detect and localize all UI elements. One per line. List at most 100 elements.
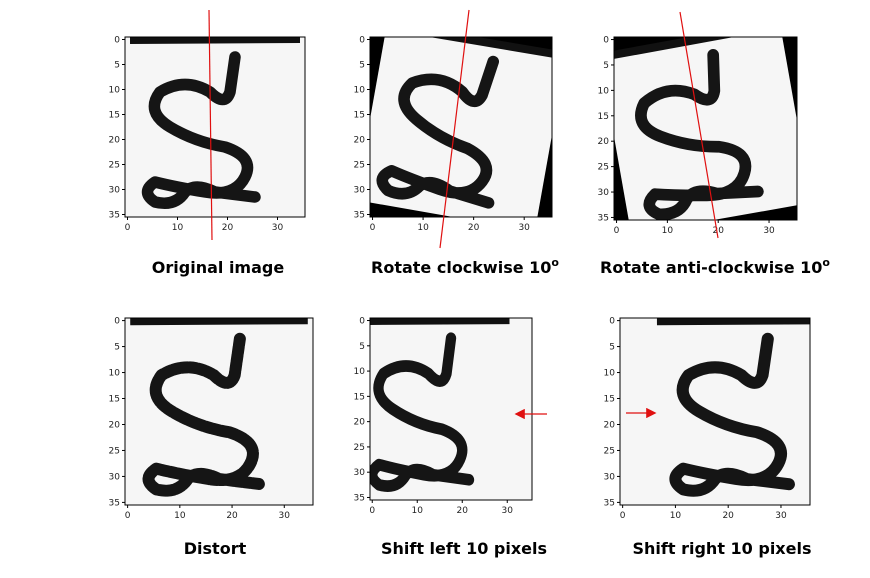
glyph-stroke bbox=[669, 332, 795, 497]
glyph-group bbox=[370, 37, 552, 217]
y-tick-label: 5 bbox=[114, 61, 120, 71]
caption: Shift right 10 pixels bbox=[633, 539, 812, 558]
x-tick-label: 10 bbox=[417, 223, 429, 233]
y-tick-label: 10 bbox=[354, 367, 366, 377]
y-tick-label: 5 bbox=[359, 61, 365, 71]
y-tick-label: 15 bbox=[109, 395, 120, 405]
x-tick-label: 0 bbox=[620, 511, 626, 521]
y-tick-label: 30 bbox=[354, 186, 366, 196]
caption: Original image bbox=[152, 258, 285, 277]
caption: Shift left 10 pixels bbox=[381, 539, 547, 558]
glyph-topbar bbox=[614, 37, 776, 61]
y-tick-label: 0 bbox=[609, 317, 615, 327]
y-tick-label: 25 bbox=[598, 163, 609, 173]
image-frame bbox=[124, 36, 306, 218]
y-tick-label: 0 bbox=[359, 317, 365, 327]
y-tick-label: 5 bbox=[603, 61, 609, 71]
panel: 0 10 20 30 0 5 10 15 20 25 30 35 Shift right 10 pixe… bbox=[604, 317, 812, 558]
image-frame bbox=[369, 317, 533, 501]
y-tick-label: 25 bbox=[604, 446, 615, 456]
glyph-topbar bbox=[129, 37, 301, 44]
glyph-group bbox=[370, 318, 510, 492]
glyph-stroke bbox=[635, 49, 764, 220]
axis-guide bbox=[439, 9, 470, 249]
x-tick-label: 0 bbox=[125, 511, 131, 521]
y-tick-label: 35 bbox=[598, 213, 609, 223]
panel: 0 10 20 30 0 5 10 15 20 25 30 35 Distort bbox=[109, 317, 314, 558]
glyph-group bbox=[656, 318, 810, 497]
image-frame bbox=[619, 317, 811, 506]
panel: 0 10 20 30 0 5 10 15 20 25 30 35 Rotate clockwise 10… bbox=[354, 9, 559, 277]
image bbox=[620, 318, 810, 505]
y-tick-label: 30 bbox=[354, 468, 366, 478]
x-tick-label: 20 bbox=[222, 223, 234, 233]
caption: Distort bbox=[184, 539, 247, 558]
caption-text: Rotate clockwise 10 bbox=[371, 258, 551, 277]
y-tick-label: 25 bbox=[354, 161, 365, 171]
axis-guide bbox=[208, 9, 213, 241]
glyph-stroke bbox=[141, 51, 261, 209]
image bbox=[125, 37, 305, 217]
glyph-topbar bbox=[130, 318, 308, 326]
x-tick-label: 10 bbox=[172, 223, 184, 233]
image-frame bbox=[369, 36, 553, 218]
glyph-topbar bbox=[656, 318, 810, 326]
y-tick-label: 35 bbox=[109, 211, 120, 221]
panel: 0 10 20 30 0 5 10 15 20 25 30 35 Shift left 10 pixel… bbox=[354, 317, 547, 558]
image bbox=[370, 37, 552, 217]
y-tick-label: 30 bbox=[109, 472, 121, 482]
y-tick-label: 20 bbox=[109, 420, 121, 430]
caption: Rotate clockwise 10o bbox=[371, 256, 559, 277]
y-tick-label: 15 bbox=[604, 395, 615, 405]
y-tick-label: 30 bbox=[109, 186, 121, 196]
glyph-stroke bbox=[370, 332, 475, 492]
y-tick-label: 10 bbox=[109, 86, 121, 96]
y-tick-label: 15 bbox=[354, 392, 365, 402]
glyph-topbar bbox=[390, 37, 552, 60]
x-tick-label: 30 bbox=[502, 506, 514, 516]
y-tick-label: 15 bbox=[354, 111, 365, 121]
y-tick-label: 25 bbox=[109, 446, 120, 456]
y-tick-label: 30 bbox=[604, 472, 616, 482]
caption: Rotate anti-clockwise 10o bbox=[600, 256, 830, 277]
y-tick-label: 10 bbox=[354, 86, 366, 96]
x-tick-label: 0 bbox=[614, 226, 620, 236]
caption-text: Distort bbox=[184, 539, 247, 558]
y-tick-label: 25 bbox=[354, 443, 365, 453]
x-tick-label: 30 bbox=[272, 223, 284, 233]
y-tick-label: 35 bbox=[354, 493, 365, 503]
x-tick-label: 20 bbox=[226, 511, 238, 521]
y-tick-label: 20 bbox=[354, 136, 366, 146]
y-tick-label: 35 bbox=[604, 498, 615, 508]
image-frame bbox=[613, 36, 798, 221]
y-tick-label: 20 bbox=[109, 136, 121, 146]
y-tick-label: 25 bbox=[109, 161, 120, 171]
x-tick-label: 10 bbox=[670, 511, 682, 521]
x-tick-label: 10 bbox=[412, 506, 424, 516]
glyph-topbar bbox=[370, 318, 510, 325]
y-tick-label: 5 bbox=[609, 343, 615, 353]
y-tick-label: 10 bbox=[604, 369, 616, 379]
y-tick-label: 10 bbox=[598, 86, 610, 96]
panel: 0 10 20 30 0 5 10 15 20 25 30 35 Original image bbox=[109, 9, 306, 277]
y-tick-label: 10 bbox=[109, 369, 121, 379]
x-tick-label: 20 bbox=[712, 226, 724, 236]
x-tick-label: 0 bbox=[125, 223, 131, 233]
x-tick-label: 30 bbox=[279, 511, 291, 521]
image bbox=[614, 37, 797, 220]
image-frame bbox=[124, 317, 314, 506]
y-tick-label: 0 bbox=[359, 36, 365, 46]
y-tick-label: 35 bbox=[354, 211, 365, 221]
panel: 0 10 20 30 0 5 10 15 20 25 30 35 Rotate anti-clockwi… bbox=[598, 11, 830, 277]
x-tick-label: 30 bbox=[763, 226, 775, 236]
y-tick-label: 0 bbox=[114, 317, 120, 327]
y-tick-label: 0 bbox=[603, 36, 609, 46]
x-tick-label: 0 bbox=[370, 223, 376, 233]
x-tick-label: 0 bbox=[369, 506, 375, 516]
caption-sup: o bbox=[551, 256, 559, 269]
y-tick-label: 20 bbox=[604, 420, 616, 430]
caption-text: Original image bbox=[152, 258, 285, 277]
caption-text: Rotate anti-clockwise 10 bbox=[600, 258, 822, 277]
image bbox=[370, 318, 532, 500]
x-tick-label: 30 bbox=[775, 511, 787, 521]
